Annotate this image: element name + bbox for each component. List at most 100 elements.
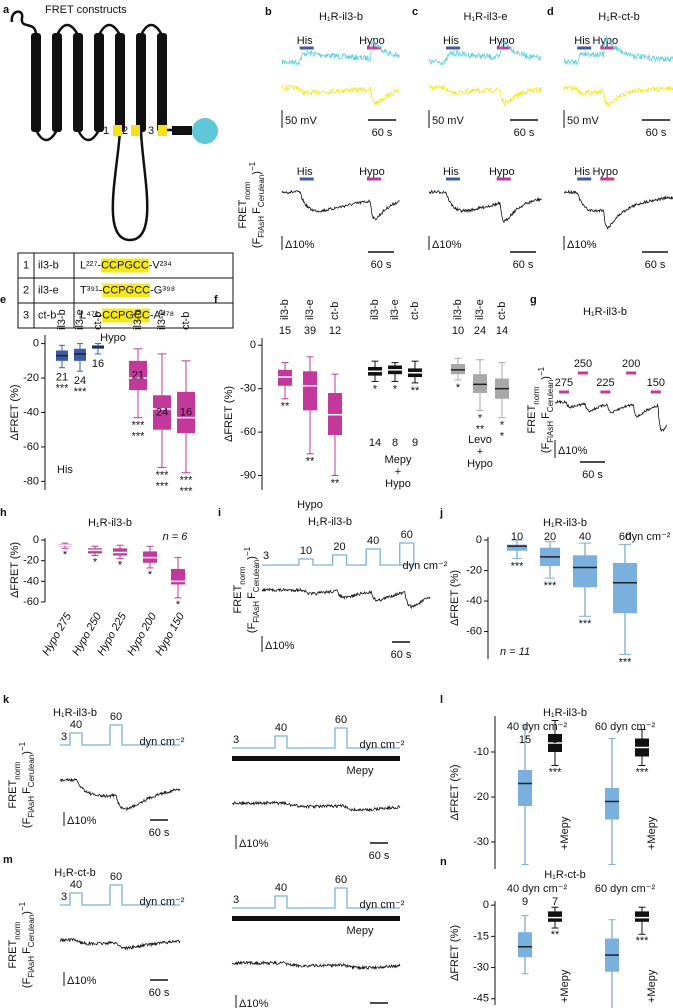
event-label: His: [443, 166, 459, 178]
significance: ***: [579, 618, 593, 630]
significance: ***: [636, 766, 650, 778]
step-label: 40: [275, 722, 287, 734]
protocol: [262, 542, 415, 566]
significance: ***: [180, 486, 194, 498]
fret-trace: [563, 189, 673, 230]
category-label: 60: [619, 531, 631, 543]
panel-letter: m: [3, 854, 13, 866]
step-label: 3: [233, 734, 239, 746]
scale-label: Δ10%: [265, 640, 295, 652]
label-part: −1: [248, 161, 257, 171]
category-label: il3-e: [74, 309, 86, 330]
pulse-label: 150: [647, 377, 665, 389]
significance: **: [331, 477, 340, 489]
flash-site: [158, 125, 167, 136]
label-part: −1: [18, 901, 27, 911]
category-label: il3-e: [474, 299, 486, 320]
category-label: ct-b: [496, 302, 508, 320]
helix: [52, 33, 62, 132]
n-label: 16: [180, 406, 192, 418]
panel-title: H₁R-il3-b: [543, 707, 587, 719]
y-tick-label: 0: [33, 338, 39, 350]
significance: **: [476, 423, 485, 435]
site-number: 2: [122, 125, 128, 137]
significance: *: [176, 599, 181, 611]
event-label: His: [574, 166, 590, 178]
table-cell: CCPGCC: [102, 309, 150, 321]
table-cell: 3: [23, 309, 29, 321]
pulse-label: 225: [596, 377, 614, 389]
unit-label: dyn cm⁻²: [140, 896, 185, 908]
y-tick-label: -30: [473, 836, 489, 848]
pulse-label: 275: [555, 377, 573, 389]
panel-letter: c: [412, 6, 418, 18]
category-label: Hypo 275: [40, 610, 74, 658]
fret-axis-label: (FFlAsH FCerulean)−1: [18, 741, 36, 828]
n-label: 15: [279, 325, 291, 337]
scale-label: Δ10%: [239, 838, 269, 850]
unit-label: dyn cm⁻²: [360, 739, 405, 751]
label-part: Cerulean: [27, 915, 36, 947]
significance: ***: [74, 386, 88, 398]
y-tick-label: -40: [23, 406, 39, 418]
drug-label: +Mepy: [646, 969, 658, 1003]
significance: ***: [636, 935, 650, 947]
box: [303, 371, 317, 411]
step-label: 40: [275, 882, 287, 894]
il3-loop: [111, 129, 149, 242]
scale-label: Δ10%: [67, 975, 97, 987]
fret-axis-label: FRETnorm: [7, 921, 22, 968]
panel-letter: l: [440, 694, 443, 706]
step-label: 60: [335, 874, 347, 886]
label-part: Cerulean: [546, 380, 555, 412]
label-part: FRET: [7, 779, 19, 808]
voltage-trace: [563, 84, 673, 107]
n-label: 9: [552, 734, 558, 746]
highlight: [101, 258, 149, 273]
y-axis-label: ΔFRET (%): [449, 925, 461, 981]
fret-axis-label: FRETnorm: [232, 566, 247, 613]
table-cell: T³⁹¹-: [80, 284, 103, 296]
n-label: 8: [392, 437, 398, 449]
n-label: 14: [369, 437, 381, 449]
fret-trace: [231, 800, 401, 813]
significance: *: [93, 556, 98, 568]
event-label: His: [574, 35, 590, 47]
group-label: Mepy: [385, 454, 412, 466]
significance: **: [411, 385, 420, 397]
table-cell: CCPGCC: [101, 259, 149, 271]
y-tick-label: 0: [483, 899, 489, 911]
y-axis-label: ΔFRET (%): [449, 570, 461, 626]
scale-label: 50 mV: [567, 115, 599, 127]
y-tick-label: -40: [466, 595, 482, 607]
scale-label: 50 mV: [285, 115, 317, 127]
table-row: [17, 302, 234, 329]
y-axis-label: ΔFRET (%): [449, 764, 461, 820]
group-label: +: [477, 446, 483, 458]
significance: *: [118, 560, 123, 572]
step-label: 40: [70, 719, 82, 731]
label-part: (F: [21, 817, 33, 828]
category-label: il3-b: [56, 309, 68, 330]
cerulean: [192, 118, 218, 144]
label-part: ): [21, 751, 33, 755]
label-part: ): [540, 376, 552, 380]
y-axis-label: ΔFRET (%): [9, 384, 21, 440]
n-label: 24: [74, 375, 86, 387]
box: [177, 391, 195, 434]
table-cell: 1: [23, 259, 29, 271]
panel-title: H₁R-il3-b: [319, 11, 363, 23]
box: [518, 770, 532, 806]
label-part: FlAsH: [257, 216, 266, 238]
highlight: [102, 283, 151, 298]
highlight: [102, 308, 150, 323]
label-part: norm: [13, 761, 22, 780]
significance: ***: [56, 383, 70, 395]
table-cell: CCPGCC: [102, 284, 150, 296]
panel-title: H₁R-ct-b: [544, 869, 586, 881]
fret-axis-label: FRETnorm: [7, 761, 22, 808]
category-label: 10: [511, 531, 523, 543]
panel-title: H₁R-il3-b: [583, 306, 627, 318]
box: [129, 360, 147, 391]
panel-letter: g: [530, 294, 537, 306]
